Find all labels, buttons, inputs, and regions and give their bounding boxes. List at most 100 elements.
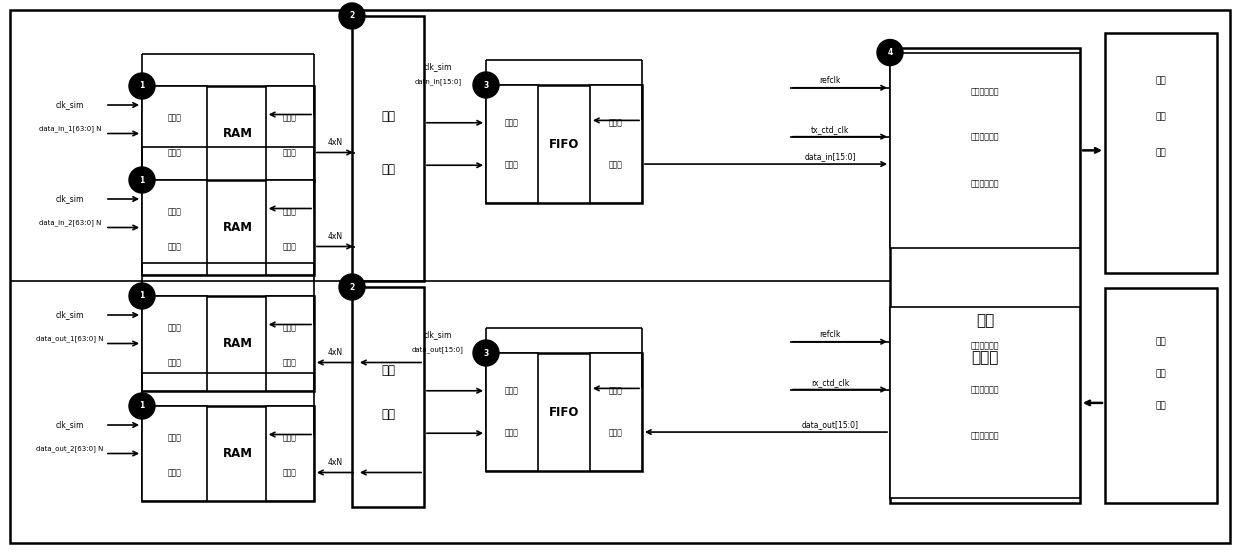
Text: 写时钟: 写时钟	[283, 324, 296, 333]
Text: clk_sim: clk_sim	[424, 62, 453, 71]
Text: 写时钟: 写时钟	[505, 118, 518, 127]
Text: 2: 2	[350, 12, 355, 20]
Text: 数据: 数据	[381, 364, 396, 377]
Text: 拼接: 拼接	[381, 408, 396, 421]
Bar	[352, 16, 424, 281]
Text: data_in[15:0]: data_in[15:0]	[805, 153, 856, 161]
Text: data_out_2[63:0] N: data_out_2[63:0] N	[36, 445, 104, 452]
Text: 发送参考时钟: 发送参考时钟	[971, 87, 999, 96]
Text: 3: 3	[484, 348, 489, 357]
Text: 写时钟: 写时钟	[505, 386, 518, 395]
Bar	[143, 406, 314, 501]
Text: 发送并行数据: 发送并行数据	[971, 179, 999, 188]
Text: 读时钟: 读时钟	[609, 118, 622, 127]
Bar	[890, 53, 1080, 248]
Text: 1: 1	[139, 81, 145, 91]
Bar	[590, 353, 642, 471]
Bar	[143, 296, 314, 391]
Bar	[143, 296, 207, 391]
Text: 4xN: 4xN	[327, 232, 342, 241]
Text: 读数据: 读数据	[167, 468, 181, 477]
Bar	[352, 287, 424, 507]
Text: refclk: refclk	[820, 330, 841, 339]
Text: 发送数据时钟: 发送数据时钟	[971, 132, 999, 141]
Text: 读时钟: 读时钟	[283, 114, 296, 123]
Text: tx_ctd_clk: tx_ctd_clk	[811, 125, 849, 134]
Text: 2: 2	[350, 283, 355, 291]
Text: 写数据: 写数据	[167, 148, 181, 157]
Text: 串行: 串行	[1156, 369, 1167, 378]
Bar	[890, 307, 1080, 498]
Circle shape	[129, 393, 155, 419]
Text: 写数据: 写数据	[167, 242, 181, 251]
Text: 数据: 数据	[1156, 149, 1167, 158]
Circle shape	[877, 40, 903, 66]
Text: 写数据: 写数据	[505, 429, 518, 438]
Bar	[143, 180, 314, 275]
Text: clk_sim: clk_sim	[56, 310, 84, 320]
Text: RAM: RAM	[223, 127, 253, 140]
Text: 数据: 数据	[381, 110, 396, 123]
Bar	[890, 48, 1080, 503]
Text: 读数据: 读数据	[283, 242, 296, 251]
Text: 4xN: 4xN	[327, 138, 342, 147]
Text: 串行: 串行	[1156, 112, 1167, 122]
Text: 发送: 发送	[1156, 76, 1167, 86]
Text: 写数据: 写数据	[283, 468, 296, 477]
Bar	[265, 86, 314, 181]
Text: 读时钟: 读时钟	[283, 208, 296, 217]
Text: data_in_2[63:0] N: data_in_2[63:0] N	[38, 220, 102, 226]
Text: 高速: 高速	[976, 314, 994, 328]
Text: FIFO: FIFO	[549, 138, 579, 150]
Text: 写时钟: 写时钟	[283, 434, 296, 443]
Text: 接收数据时钟: 接收数据时钟	[971, 385, 999, 394]
Text: clk_sim: clk_sim	[56, 420, 84, 430]
Text: data_out_1[63:0] N: data_out_1[63:0] N	[36, 335, 104, 342]
Text: 1: 1	[139, 175, 145, 185]
Bar	[265, 180, 314, 275]
Bar	[1105, 33, 1216, 273]
Text: 读时钟: 读时钟	[167, 324, 181, 333]
Text: 读数据: 读数据	[609, 429, 622, 438]
Text: 4: 4	[888, 48, 893, 57]
Text: 3: 3	[484, 81, 489, 90]
Text: 拼接: 拼接	[381, 163, 396, 176]
Circle shape	[129, 167, 155, 193]
Text: FIFO: FIFO	[549, 405, 579, 419]
Bar	[265, 406, 314, 501]
Text: clk_sim: clk_sim	[424, 331, 453, 340]
Text: 接收: 接收	[1156, 337, 1167, 346]
Text: RAM: RAM	[223, 337, 253, 350]
Text: 写时钟: 写时钟	[167, 208, 181, 217]
Circle shape	[129, 283, 155, 309]
Text: 写时钟: 写时钟	[167, 114, 181, 123]
Bar	[590, 85, 642, 203]
Text: 读时钟: 读时钟	[167, 434, 181, 443]
Text: 4xN: 4xN	[327, 458, 342, 467]
Text: 接收参考时钟: 接收参考时钟	[971, 341, 999, 350]
Circle shape	[339, 3, 365, 29]
Circle shape	[339, 274, 365, 300]
Text: 1: 1	[139, 401, 145, 410]
Text: 写数据: 写数据	[505, 161, 518, 170]
Text: 收发器: 收发器	[971, 350, 998, 365]
Bar	[486, 85, 642, 203]
Text: 数据: 数据	[1156, 401, 1167, 411]
Text: data_out[15:0]: data_out[15:0]	[801, 421, 858, 430]
Text: clk_sim: clk_sim	[56, 101, 84, 109]
Bar	[143, 406, 207, 501]
Text: refclk: refclk	[820, 76, 841, 85]
Bar	[143, 86, 207, 181]
Text: data_in_1[63:0] N: data_in_1[63:0] N	[38, 126, 102, 132]
Bar	[1105, 288, 1216, 503]
Text: 读时钟: 读时钟	[609, 386, 622, 395]
Bar	[265, 296, 314, 391]
Text: data_out[15:0]: data_out[15:0]	[412, 347, 464, 353]
Text: 4xN: 4xN	[327, 348, 342, 357]
Text: 读数据: 读数据	[167, 358, 181, 367]
Circle shape	[129, 73, 155, 99]
Text: datn_in[15:0]: datn_in[15:0]	[414, 79, 461, 85]
Circle shape	[472, 72, 498, 98]
Text: 接收并行数据: 接收并行数据	[971, 431, 999, 440]
Bar	[486, 85, 538, 203]
